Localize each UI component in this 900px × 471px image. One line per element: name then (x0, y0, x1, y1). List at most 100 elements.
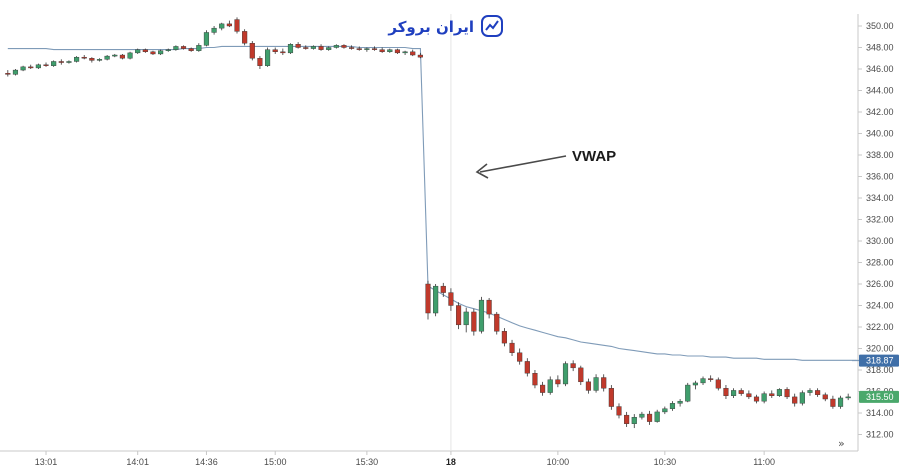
candle (364, 47, 370, 52)
candle-body (784, 389, 790, 398)
candle-body (280, 51, 286, 54)
price-tick-label: 332.00 (866, 215, 894, 225)
price-tick-label: 326.00 (866, 279, 894, 289)
candle (165, 48, 171, 52)
candle (685, 382, 691, 403)
candle-body (562, 363, 569, 385)
candle (226, 20, 232, 28)
candle (654, 409, 660, 423)
candle-body (135, 49, 141, 54)
candle-body (43, 64, 49, 66)
candle-body (402, 51, 408, 54)
candle (158, 49, 164, 56)
candle-body (425, 283, 431, 314)
candle-body (433, 285, 439, 314)
candle-body (807, 390, 813, 393)
price-tick-label: 350.00 (866, 21, 894, 31)
price-tick-label: 344.00 (866, 86, 894, 96)
candle (211, 26, 217, 35)
time-tick-label: 14:01 (126, 457, 149, 467)
candle (723, 385, 729, 400)
candle (776, 388, 782, 397)
candle (555, 375, 561, 388)
candle-body (654, 411, 660, 422)
candle (326, 46, 332, 51)
vwap-price-label: 318.87 (866, 356, 894, 366)
candle-body (478, 299, 485, 332)
candle (593, 374, 599, 393)
time-tick-label: 14:36 (195, 457, 218, 467)
candle-body (761, 393, 767, 402)
candle (341, 44, 347, 49)
price-tick-label: 330.00 (866, 236, 894, 246)
candle-body (471, 311, 477, 332)
brand-name: ایران بروکر (387, 18, 474, 36)
candle-body (165, 49, 171, 51)
annotation-arrow-head-icon (475, 163, 489, 179)
candle-body (349, 47, 355, 49)
candle (448, 288, 454, 311)
candle (509, 339, 515, 357)
candle (74, 56, 80, 63)
candle-body (646, 413, 653, 422)
candle-body (379, 49, 385, 53)
candle-body (631, 417, 637, 424)
candle (646, 410, 653, 425)
candle-body (715, 379, 721, 389)
candle (173, 45, 179, 51)
candle-body (669, 403, 676, 409)
candle-body (746, 393, 752, 398)
candle (5, 70, 11, 77)
candle (822, 392, 828, 402)
candle-body (776, 389, 782, 397)
candle-body (509, 342, 515, 354)
candle-body (287, 44, 294, 54)
vwap-price-tag-bg (859, 354, 899, 367)
candle (249, 41, 255, 61)
candle-body (127, 52, 133, 59)
candle-body (119, 54, 125, 59)
candle-body (723, 388, 729, 396)
candle (66, 60, 72, 64)
candle-body (738, 390, 744, 394)
candle-body (5, 73, 11, 75)
candle (524, 358, 530, 377)
candle-body (792, 396, 798, 404)
candle (631, 414, 637, 429)
time-tick-label: 13:01 (35, 457, 58, 467)
candle-body (326, 47, 332, 50)
candle-body (692, 382, 698, 386)
price-tick-label: 320.00 (866, 344, 894, 354)
candle-body (150, 51, 156, 55)
candle-body (356, 48, 362, 50)
price-tick-label: 340.00 (866, 129, 894, 139)
candle-body (74, 56, 80, 62)
candle-body (616, 406, 622, 416)
candle-body (601, 377, 607, 389)
candle (601, 374, 607, 392)
candle-body (242, 31, 248, 44)
price-tick-label: 328.00 (866, 258, 894, 268)
candle (769, 390, 775, 398)
candle-body (708, 378, 714, 380)
price-tick-label: 324.00 (866, 301, 894, 311)
candle-body (203, 32, 210, 46)
price-tick-label: 346.00 (866, 64, 894, 74)
candle (471, 308, 477, 336)
candle-body (341, 45, 347, 48)
time-tick-label: 15:30 (356, 457, 379, 467)
candle-body (387, 49, 393, 53)
candle (242, 29, 248, 46)
scroll-to-realtime-button[interactable]: » (838, 437, 845, 450)
candle (188, 47, 194, 52)
candle-body (769, 393, 775, 396)
candle-body (662, 408, 668, 413)
candle (295, 42, 301, 49)
candle (830, 395, 836, 409)
candle-body (494, 313, 500, 332)
candle (639, 411, 645, 420)
candle (746, 390, 752, 400)
price-tick-label: 342.00 (866, 107, 894, 117)
candle (89, 57, 95, 63)
candle-body (295, 44, 301, 48)
